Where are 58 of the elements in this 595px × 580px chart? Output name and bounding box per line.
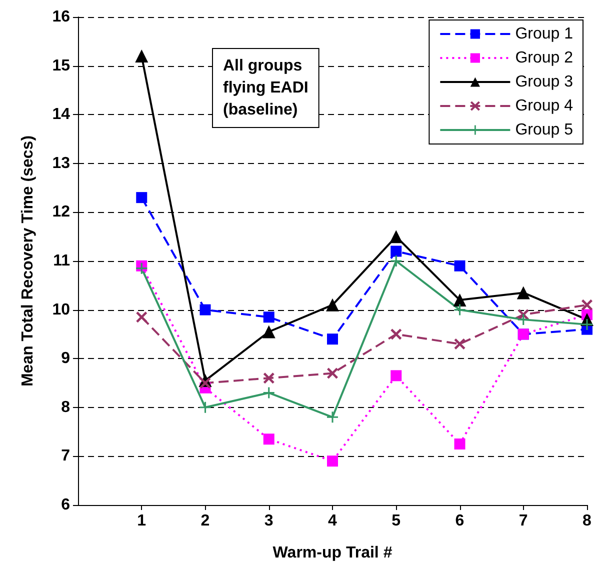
legend-label: Group 4 (515, 98, 574, 114)
x-tick-label: 1 (137, 512, 146, 530)
x-tick-label: 6 (455, 512, 464, 530)
y-tick-label: 16 (52, 8, 70, 26)
point (516, 286, 530, 300)
x-tick-label: 4 (328, 512, 338, 530)
point (326, 298, 339, 312)
point (390, 256, 402, 266)
point (454, 438, 466, 450)
point (263, 312, 274, 323)
point (582, 318, 592, 330)
legend-label: Group 2 (515, 50, 574, 66)
point (390, 230, 403, 244)
x-tick-label: 2 (200, 512, 210, 530)
legend-label: Group 3 (515, 74, 574, 90)
point (327, 456, 338, 467)
legend-label: Group 1 (515, 26, 574, 42)
legend-label: Group 5 (515, 122, 574, 138)
x-tick-label: 7 (518, 512, 528, 530)
y-tick-label: 8 (61, 398, 70, 416)
point (263, 387, 274, 398)
point (135, 50, 148, 63)
point (390, 328, 402, 340)
point (582, 299, 592, 310)
y-tick-label: 6 (61, 496, 70, 514)
y-tick-label: 9 (61, 350, 70, 368)
point (390, 370, 402, 382)
point (200, 402, 211, 413)
point (454, 304, 466, 316)
point (327, 412, 338, 423)
y-tick-label: 7 (61, 448, 70, 465)
point (136, 312, 148, 323)
annotation: All groups flying EADI (baseline) (223, 58, 308, 118)
y-tick-label: 14 (52, 106, 70, 124)
y-tick-label: 13 (52, 154, 70, 172)
point (453, 294, 466, 307)
point (200, 304, 211, 316)
y-tick-label: 11 (53, 252, 70, 270)
point (263, 434, 274, 445)
point (390, 246, 402, 257)
point (454, 338, 466, 350)
point (200, 378, 211, 388)
x-tick-label: 8 (582, 512, 592, 530)
point (518, 314, 529, 326)
point (327, 368, 338, 379)
point (454, 260, 466, 272)
x-tick-label: 3 (264, 512, 274, 530)
x-axis-title: Warm-up Trail # (272, 544, 392, 562)
point (327, 334, 338, 345)
y-tick-label: 12 (52, 204, 70, 221)
point (262, 325, 276, 338)
point (136, 262, 148, 274)
y-tick-label: 10 (52, 301, 70, 318)
y-tick-label: 15 (52, 57, 70, 74)
point (136, 192, 148, 204)
y-axis-title: Mean Total Recovery Time (secs) (20, 135, 36, 387)
x-tick-label: 5 (392, 512, 401, 530)
point (263, 372, 274, 384)
